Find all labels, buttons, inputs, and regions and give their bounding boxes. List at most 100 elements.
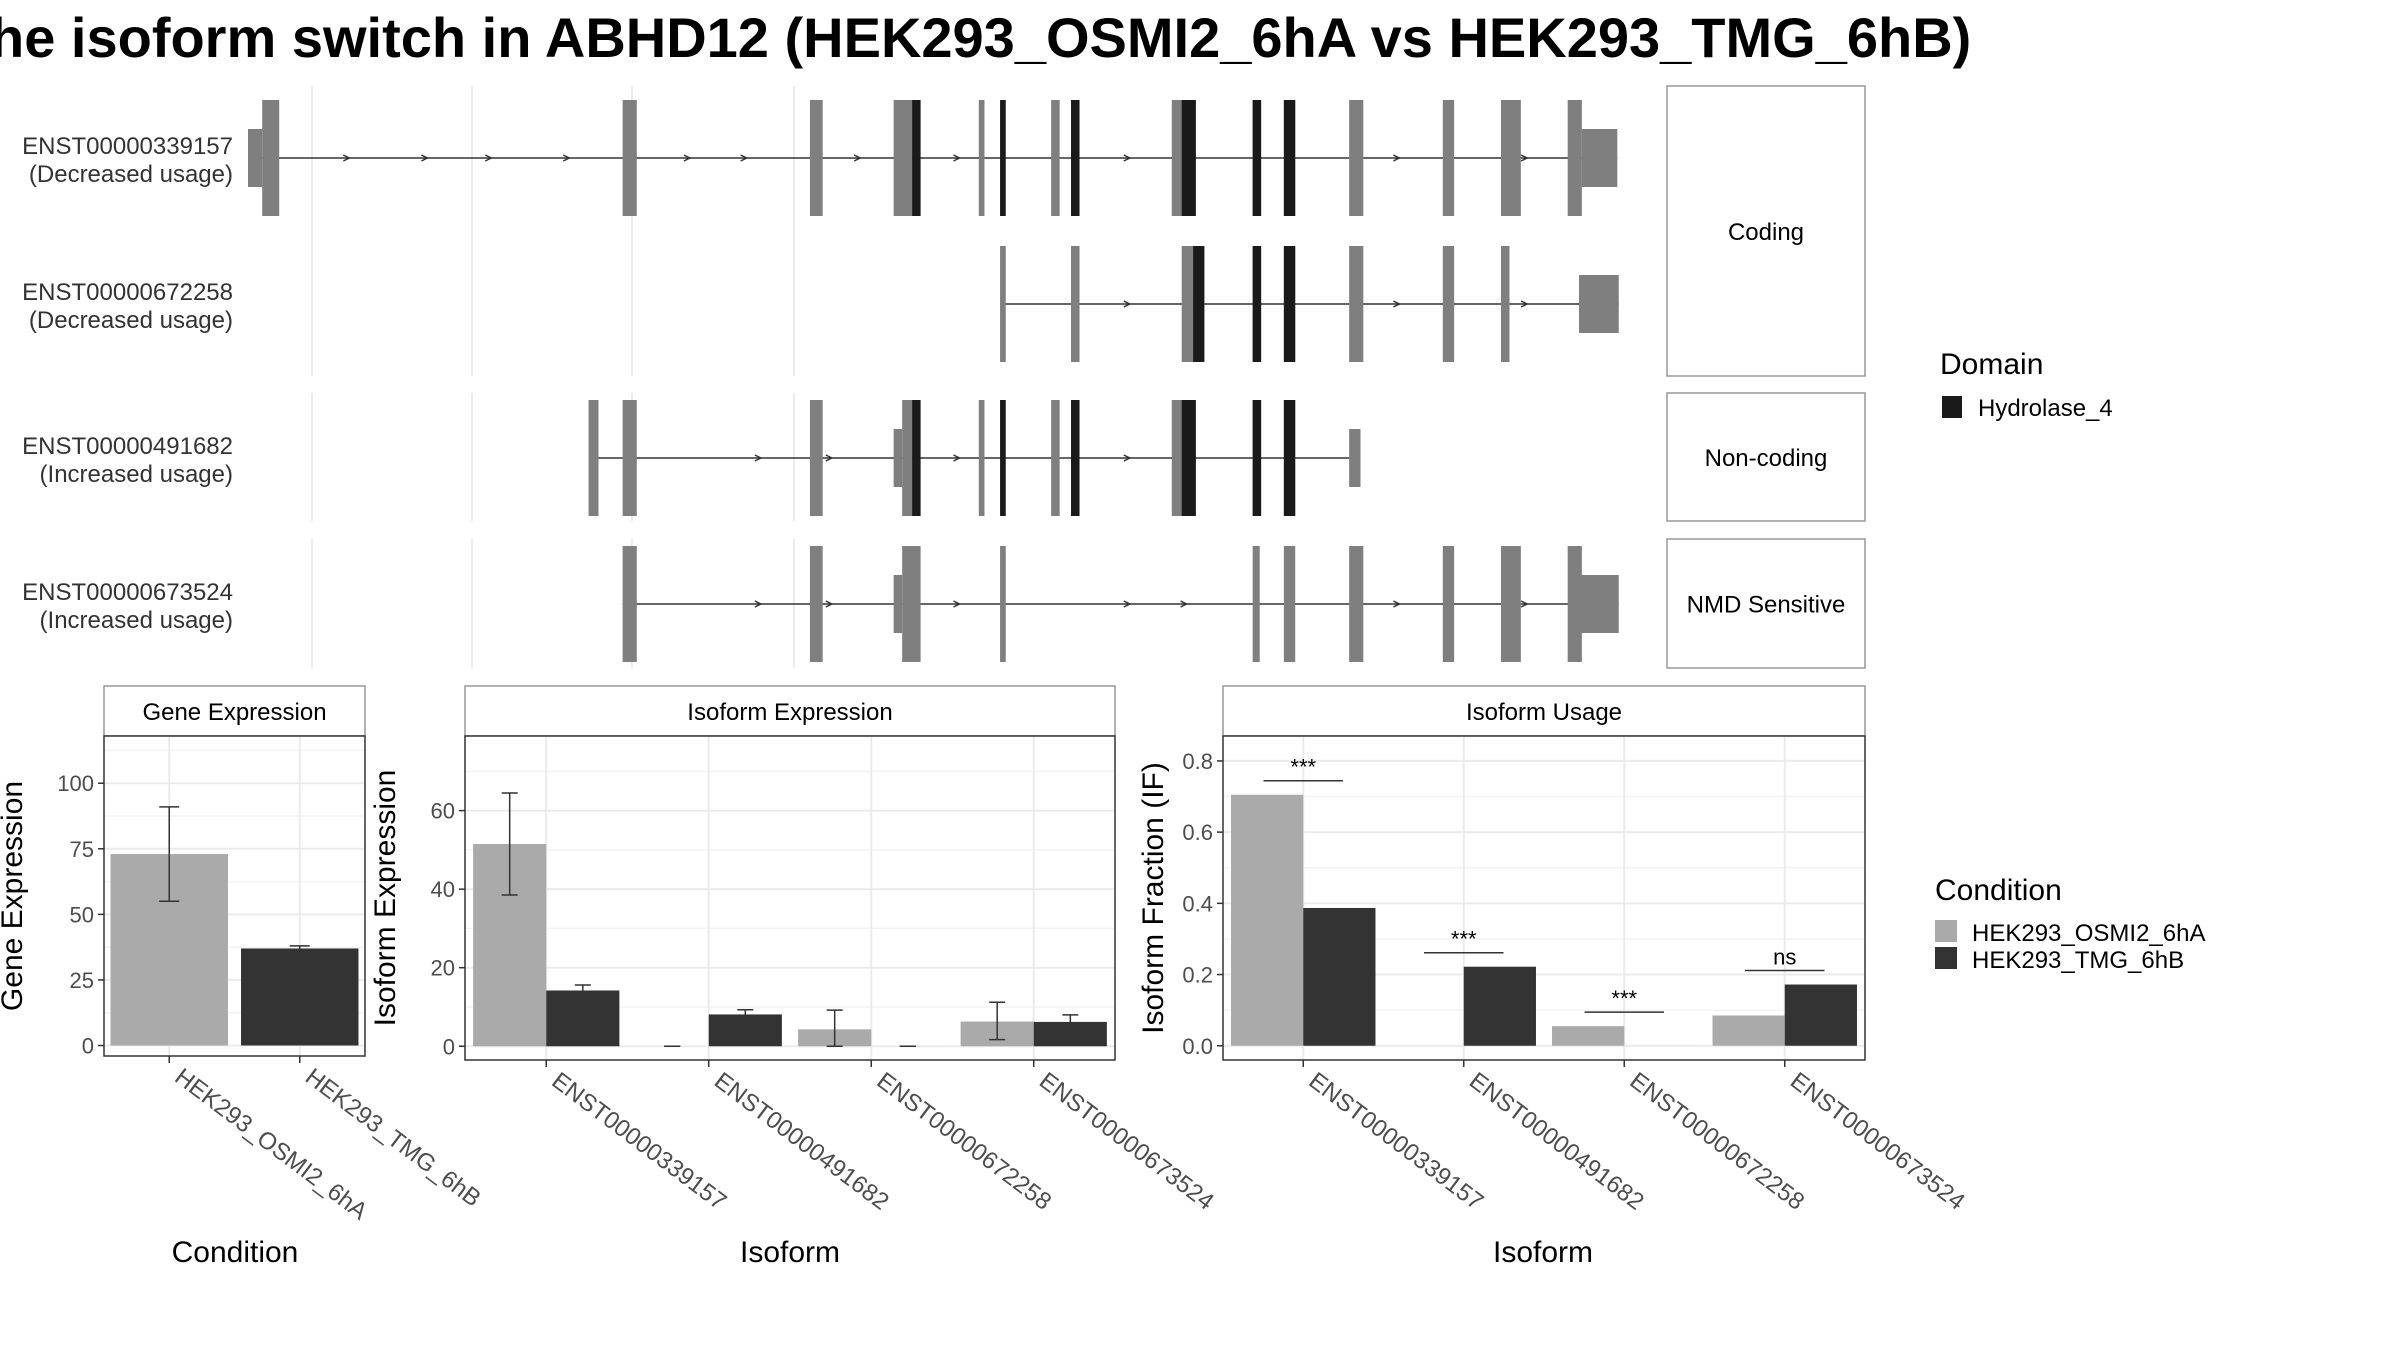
transcript-usage-label: (Increased usage)	[40, 607, 233, 634]
coding-exon	[262, 100, 280, 216]
strand-arrow	[1180, 600, 1189, 608]
y-tick-label: 0.6	[1182, 820, 1213, 845]
coding-exon	[1252, 546, 1260, 662]
coding-exon	[978, 100, 985, 216]
transcript-ENST00000491682	[588, 400, 1361, 516]
coding-exon	[1567, 546, 1582, 662]
y-tick-label: 60	[431, 799, 455, 824]
y-tick-label: 20	[431, 956, 455, 981]
significance-label: ***	[1290, 755, 1316, 780]
y-tick-label: 25	[70, 968, 94, 993]
hydrolase-4-domain	[1000, 100, 1006, 216]
y-tick-label: 0	[443, 1034, 455, 1059]
utr-exon	[1579, 275, 1619, 333]
strand-arrow	[484, 154, 493, 162]
hydrolase-4-domain	[1181, 400, 1196, 516]
coding-exon	[809, 100, 823, 216]
hydrolase-4-domain	[912, 400, 921, 516]
strand-arrow	[1123, 600, 1132, 608]
bar-cond-b	[708, 1014, 782, 1047]
bar-cond-b	[241, 948, 359, 1046]
hydrolase-4-domain	[1283, 246, 1296, 362]
expression-charts: Gene Expression0255075100HEK293_OSMI2_6h…	[0, 685, 1970, 1269]
coding-exon	[1567, 100, 1582, 216]
bar-cond-b	[1784, 984, 1857, 1046]
transcript-usage-label: (Increased usage)	[40, 461, 233, 488]
transcript-id-label: ENST00000491682	[22, 433, 233, 460]
coding-exon	[622, 400, 637, 516]
y-tick-label: 50	[70, 902, 94, 927]
hydrolase-4-domain	[1000, 400, 1006, 516]
strand-arrow	[1393, 600, 1402, 608]
gene-panel-bg	[248, 86, 1667, 376]
x-tick-label: ENST00000673524	[1034, 1067, 1219, 1215]
strand-arrow	[1393, 154, 1402, 162]
x-tick-label: ENST00000491682	[1464, 1067, 1649, 1215]
legend-swatch-hydrolase-4	[1942, 396, 1962, 418]
facet-label: Coding	[1728, 219, 1804, 246]
x-tick-label: ENST00000672258	[872, 1067, 1057, 1215]
coding-exon	[1442, 546, 1455, 662]
facet-label: Non-coding	[1705, 445, 1828, 472]
coding-exon	[1051, 100, 1060, 216]
strand-arrow	[342, 154, 352, 162]
chart-isoform-expression: Isoform Expression 0 20 40 60 ENST00000339157…	[369, 685, 1219, 1269]
coding-exon	[1442, 100, 1455, 216]
strand-arrow	[825, 600, 834, 608]
strand-arrow	[1123, 300, 1132, 308]
transcript-ENST00000672258	[1000, 246, 1619, 362]
hydrolase-4-domain	[1283, 400, 1296, 516]
strand-arrow	[1393, 300, 1402, 308]
significance-label: ns	[1773, 945, 1796, 970]
gene-structure-panel: Coding Non-coding NMD Sensitive ENST0000033…	[22, 85, 1866, 669]
coding-exon	[1349, 100, 1364, 216]
chart-gene-expression: Gene Expression0255075100HEK293_OSMI2_6h…	[0, 685, 486, 1269]
transcript-id-label: ENST00000673524	[22, 579, 233, 606]
significance-label: ***	[1451, 927, 1477, 952]
coding-exon	[893, 100, 913, 216]
transcript-id-label: ENST00000339157	[22, 133, 233, 160]
y-tick-label: 100	[57, 771, 94, 796]
strand-arrow	[853, 154, 862, 162]
coding-exon	[902, 400, 913, 516]
chart-strip	[103, 685, 366, 737]
coding-exon	[1500, 246, 1510, 362]
hydrolase-4-domain	[1181, 100, 1196, 216]
strand-arrow	[825, 454, 834, 462]
facet-strip	[1666, 392, 1866, 522]
chart-strip-title: Isoform Usage	[1466, 699, 1622, 726]
bar-cond-b	[1303, 907, 1376, 1046]
x-tick-label: ENST00000491682	[709, 1067, 894, 1215]
coding-exon	[809, 546, 823, 662]
x-axis-title: Isoform	[1493, 1236, 1593, 1269]
strand-arrow	[953, 154, 962, 162]
y-axis-title: Gene Expression	[0, 781, 29, 1011]
utr-exon	[1349, 429, 1361, 487]
y-tick-label: 75	[70, 837, 94, 862]
coding-exon	[1442, 246, 1455, 362]
strand-arrow	[1520, 600, 1529, 608]
utr-exon	[1579, 575, 1619, 633]
condition-legend-title: Condition	[1935, 874, 2062, 907]
x-axis-title: Condition	[172, 1236, 299, 1269]
strand-arrow	[421, 154, 430, 162]
x-tick-label: ENST00000672258	[1625, 1067, 1810, 1215]
hydrolase-4-domain	[1071, 100, 1080, 216]
coding-exon	[588, 400, 599, 516]
coding-exon	[1000, 546, 1006, 662]
coding-exon	[622, 100, 637, 216]
coding-exon	[1283, 546, 1296, 662]
hydrolase-4-domain	[912, 100, 921, 216]
strand-arrow	[562, 154, 571, 162]
strand-arrow	[1123, 454, 1132, 462]
y-axis-title: Isoform Fraction (IF)	[1137, 762, 1170, 1034]
coding-exon	[978, 400, 985, 516]
coding-exon	[902, 546, 921, 662]
coding-exon	[1000, 246, 1006, 362]
y-tick-label: 40	[431, 877, 455, 902]
strand-arrow	[740, 154, 749, 162]
y-tick-label: 0.2	[1182, 963, 1213, 988]
hydrolase-4-domain	[1193, 246, 1205, 362]
strand-arrow	[953, 454, 962, 462]
